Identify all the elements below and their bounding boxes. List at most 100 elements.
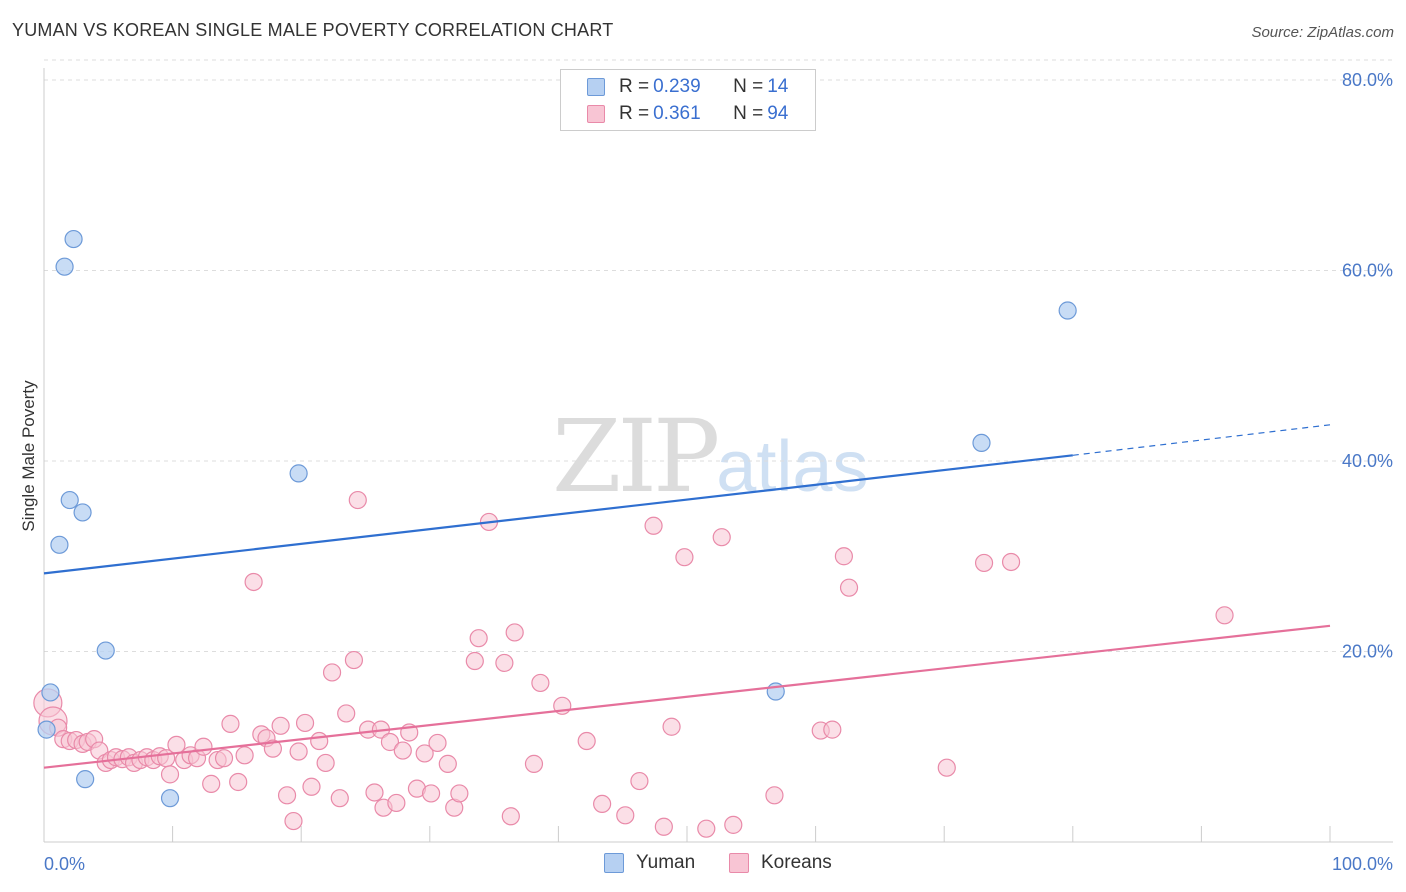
korean-point [823,720,842,739]
y-tick-label: 80.0% [1342,70,1393,90]
yuman-legend-swatch [604,853,624,873]
yuman-point [289,464,308,483]
korean-point [644,516,663,535]
legend-n-label: N = [733,76,764,97]
korean-point [277,786,297,805]
korean-point [593,794,612,814]
korean-point [380,732,400,752]
yuman-point [1058,301,1077,320]
yuman-point [50,535,69,554]
korean-point [630,771,649,791]
koreans-trend-line [43,624,1331,769]
korean-point [194,737,213,756]
legend-item-yuman: Yuman [604,852,695,874]
legend-row-yuman: R = 0.239 N = 14 [587,75,788,99]
korean-point [302,777,321,796]
korean-point [501,807,520,826]
yuman-legend-label: Yuman [636,852,696,873]
korean-point [316,753,335,773]
korean-point [654,817,673,836]
yuman-point [60,490,79,510]
yuman-trend-line [43,454,1073,575]
yuman-point [64,229,83,249]
korean-point [724,815,743,834]
yuman-trend-extension [1072,424,1331,456]
korean-point [765,786,784,805]
korean-point [524,754,544,773]
korean-point [160,765,180,784]
series-legend: Yuman Koreans [0,852,1406,878]
watermark-zip: ZIP [552,398,720,515]
korean-point [1001,552,1021,572]
korean-point [505,623,524,642]
korean-point [974,553,994,573]
korean-point [167,735,186,754]
korean-point [348,490,367,510]
y-tick-label: 20.0% [1342,642,1393,662]
yuman-point [41,683,60,702]
legend-r-label: R = [619,103,650,124]
legend-n-value: 94 [767,103,789,124]
yuman-point [96,641,115,660]
trend-lines [43,424,1331,769]
korean-point [834,547,853,566]
korean-point [202,774,221,793]
yuman-points [37,229,1077,808]
korean-point [393,741,412,760]
yuman-point [73,503,92,522]
korean-point [616,806,635,825]
korean-point [531,673,550,693]
korean-point [271,716,290,735]
yuman-swatch [587,78,605,96]
korean-point [415,744,434,763]
korean-point [465,651,484,671]
y-tick-label: 40.0% [1342,451,1393,471]
legend-r-value: 0.239 [653,76,701,97]
x-tick-marks [172,826,1331,842]
korean-point [697,819,716,838]
korean-point [675,548,694,567]
korean-point [221,714,240,733]
korean-point [295,713,315,733]
legend-item-koreans: Koreans [729,852,832,874]
korean-point [289,742,308,761]
korean-point [235,746,254,765]
korean-point [438,754,457,773]
korean-point [263,739,283,758]
korean-point [322,663,342,682]
korean-point [1215,606,1234,625]
yuman-point [972,433,991,453]
korean-point [244,572,263,592]
x-tick-label-min: 0.0% [44,854,85,874]
korean-point [937,758,956,777]
correlation-legend: R = 0.239 N = 14 R = 0.361 N = 94 [560,69,816,131]
korean-point [229,772,248,792]
korean-point [469,629,488,648]
yuman-point [37,720,56,739]
legend-n-value: 14 [767,76,789,97]
x-tick-label-max: 100.0% [1332,854,1393,874]
korean-point [365,783,384,802]
grid-lines [44,59,1393,652]
korean-point [344,650,364,670]
korean-point [387,793,406,813]
yuman-point [55,257,74,276]
korean-point [662,717,681,736]
korean-point [337,704,356,723]
korean-point [310,731,329,751]
legend-row-koreans: R = 0.361 N = 94 [587,102,788,126]
y-tick-labels: 20.0% 40.0% 60.0% 80.0% [1342,70,1393,662]
korean-point [577,731,596,751]
korean-point [421,784,441,803]
korean-point [839,578,859,597]
korean-point [450,784,469,803]
korean-point [712,528,731,547]
axes [43,68,1393,843]
y-axis-title: Single Male Poverty [19,380,38,532]
watermark: ZIPatlas [552,398,868,515]
koreans-legend-label: Koreans [761,852,832,873]
koreans-legend-swatch [729,853,749,873]
legend-r-value: 0.361 [653,103,701,124]
korean-point [284,811,303,831]
